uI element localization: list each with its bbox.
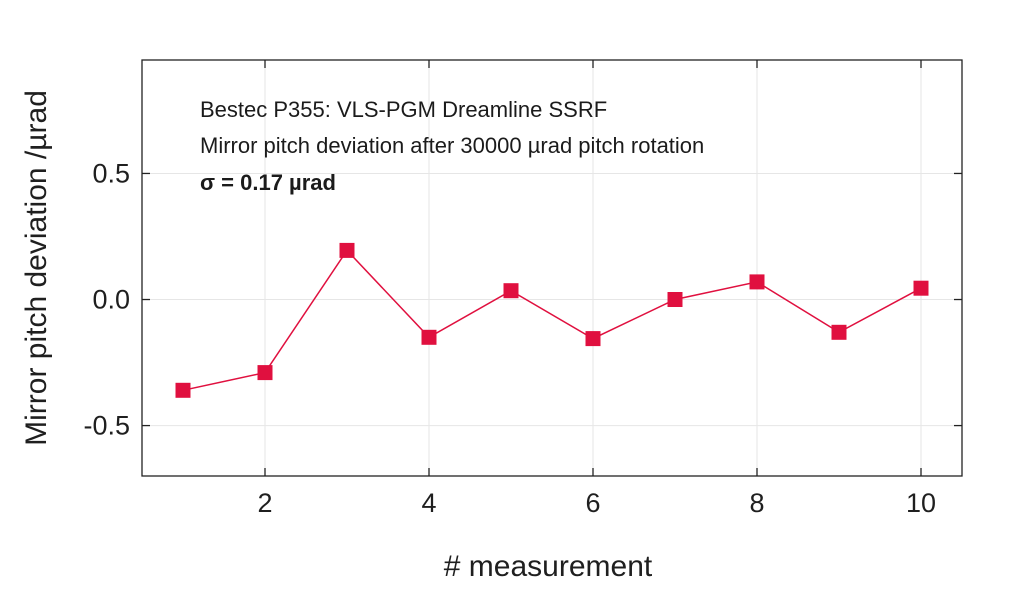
x-tick-label: 8	[749, 488, 764, 518]
y-tick-label: -0.5	[83, 411, 130, 441]
data-point-1	[175, 382, 191, 398]
data-point-5	[503, 283, 519, 299]
x-tick-label: 6	[585, 488, 600, 518]
annotation-title: Bestec P355: VLS-PGM Dreamline SSRF	[200, 97, 607, 122]
x-tick-label: 10	[906, 488, 936, 518]
annotation-subtitle: Mirror pitch deviation after 30000 µrad …	[200, 133, 704, 158]
y-tick-labels: -0.5 0.0 0.5	[83, 158, 130, 440]
plot-area-frame	[141, 59, 963, 477]
grid-lines	[142, 60, 962, 476]
series-line-0	[182, 249, 922, 392]
data-point-3	[339, 242, 355, 258]
x-axis-label: # measurement	[444, 550, 653, 583]
data-series	[175, 242, 929, 398]
annotation-sigma: σ = 0.17 µrad	[200, 170, 336, 195]
y-tick-label: 0.5	[92, 158, 130, 188]
data-point-2	[257, 365, 273, 381]
data-point-6	[585, 331, 601, 347]
x-tick-label: 4	[421, 488, 436, 518]
y-axis-label: Mirror pitch deviation /µrad	[20, 90, 53, 446]
axis-ticks	[142, 60, 962, 476]
x-tick-label: 2	[257, 488, 272, 518]
y-tick-label: 0.0	[92, 285, 130, 315]
x-tick-labels: 2 4 6 8 10	[257, 488, 936, 518]
data-point-7	[667, 292, 683, 307]
data-point-8	[749, 274, 765, 290]
annotation-block: Bestec P355: VLS-PGM Dreamline SSRF Mirr…	[200, 97, 704, 195]
data-point-9	[831, 324, 847, 340]
data-point-10	[913, 280, 929, 296]
data-point-4	[421, 329, 437, 345]
